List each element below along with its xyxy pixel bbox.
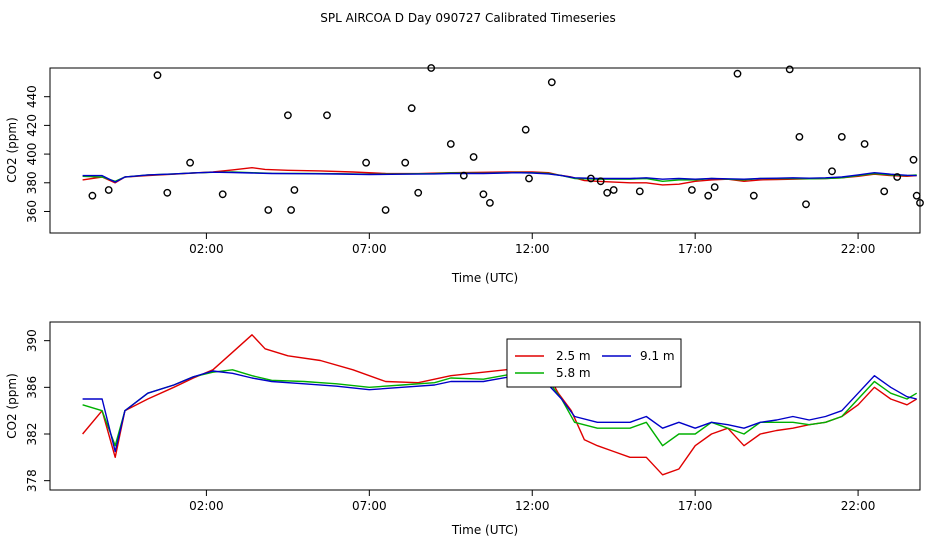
y-tick-label-bottom: 382	[25, 423, 39, 446]
flag-point	[264, 206, 273, 214]
flag-point	[381, 206, 390, 214]
flag-point	[521, 125, 530, 134]
x-axis-label-bottom: Time (UTC)	[451, 523, 518, 537]
flag-point	[485, 198, 494, 207]
flag-point	[401, 158, 410, 167]
legend: 2.5 m 5.8 m 9.1 m	[506, 338, 682, 388]
series-group-top	[82, 167, 917, 186]
series-group-bottom	[82, 334, 918, 476]
y-tick-label-bottom: 386	[25, 376, 39, 399]
x-axis-label-top: Time (UTC)	[451, 271, 518, 285]
flag-point	[704, 191, 713, 200]
x-tick-label-top: 22:00	[841, 242, 876, 256]
x-tick-label-bottom: 22:00	[841, 499, 876, 513]
flag-point	[893, 173, 902, 181]
flag-point	[733, 69, 742, 78]
legend-label-2-5m: 2.5 m	[556, 349, 591, 363]
flag-point	[104, 186, 113, 194]
flag-point	[283, 111, 292, 120]
plot-frame-bottom	[49, 321, 921, 491]
flag-point	[153, 71, 162, 80]
flag-point	[603, 188, 612, 197]
flag-point	[459, 171, 468, 180]
series-line-2-5-m-top	[82, 167, 917, 186]
panel-bottom: 02:00 07:00 12:00 17:00 22:00 378 382 386 390 T…	[5, 321, 921, 537]
flag-point	[323, 111, 331, 120]
y-axis-label-top: CO2 (ppm)	[5, 117, 19, 183]
y-tick-label-top: 420	[25, 114, 39, 137]
y-axis-label-bottom: CO2 (ppm)	[5, 373, 19, 439]
panel-top: 02:00 07:00 12:00 17:00 22:00 360 380 400 420 44…	[5, 64, 924, 285]
flag-points-top	[88, 64, 924, 214]
y-tick-label-bottom: 390	[25, 329, 39, 352]
y-tick-label-top: 380	[25, 171, 39, 194]
flag-point	[479, 190, 488, 199]
flag-point	[163, 188, 172, 197]
flag-point	[596, 177, 605, 186]
x-tick-label-top: 17:00	[678, 242, 713, 256]
flag-point	[710, 183, 719, 192]
flag-point	[837, 132, 846, 141]
flag-point	[525, 174, 533, 183]
y-axis-top: 360 380 400 420 440	[25, 85, 50, 223]
x-axis-top: 02:00 07:00 12:00 17:00 22:00	[189, 233, 875, 256]
y-tick-label-top: 360	[25, 200, 39, 223]
flag-point	[186, 158, 195, 167]
flag-point	[795, 132, 804, 141]
plot-frame-top	[49, 67, 921, 234]
x-tick-label-bottom: 17:00	[678, 499, 713, 513]
flag-point	[362, 158, 370, 167]
flag-point	[407, 104, 416, 113]
series-line-2-5-m-bottom	[82, 334, 918, 476]
flag-point	[609, 186, 618, 194]
series-line-5-8-m-bottom	[82, 369, 918, 447]
series-line-9-1-m-bottom	[82, 370, 917, 453]
flag-point	[446, 140, 455, 148]
x-tick-label-bottom: 12:00	[515, 499, 550, 513]
flag-point	[785, 65, 794, 74]
flag-point	[688, 186, 696, 194]
flag-point	[749, 191, 758, 200]
series-line-9-1-m-top	[82, 171, 917, 183]
flag-point	[290, 186, 299, 194]
y-tick-label-top: 400	[25, 143, 39, 166]
flag-point	[587, 174, 595, 183]
flag-point	[469, 153, 478, 161]
chart-title: SPL AIRCOA D Day 090727 Calibrated Times…	[320, 11, 615, 25]
x-tick-label-top: 07:00	[352, 242, 387, 256]
legend-label-5-8m: 5.8 m	[556, 366, 591, 380]
flag-point	[414, 188, 423, 197]
flag-point	[547, 78, 556, 87]
flag-point	[880, 187, 889, 196]
x-tick-label-top: 12:00	[515, 242, 550, 256]
flag-point	[427, 64, 436, 72]
flag-point	[912, 191, 921, 200]
flag-point	[828, 167, 836, 176]
flag-point	[802, 200, 810, 209]
legend-box	[506, 338, 682, 388]
flag-point	[218, 190, 227, 199]
flag-point	[909, 155, 918, 164]
x-tick-label-bottom: 07:00	[352, 499, 387, 513]
flag-point	[916, 198, 924, 207]
y-tick-label-top: 440	[25, 85, 39, 108]
x-axis-bottom: 02:00 07:00 12:00 17:00 22:00	[189, 490, 875, 513]
y-tick-label-bottom: 378	[25, 469, 39, 492]
y-axis-bottom: 378 382 386 390	[25, 329, 50, 492]
flag-point	[860, 140, 869, 148]
x-tick-label-top: 02:00	[189, 242, 224, 256]
flag-point	[287, 206, 295, 214]
flag-point	[635, 187, 644, 196]
flag-point	[88, 191, 97, 200]
x-tick-label-bottom: 02:00	[189, 499, 224, 513]
legend-label-9-1m: 9.1 m	[640, 349, 675, 363]
